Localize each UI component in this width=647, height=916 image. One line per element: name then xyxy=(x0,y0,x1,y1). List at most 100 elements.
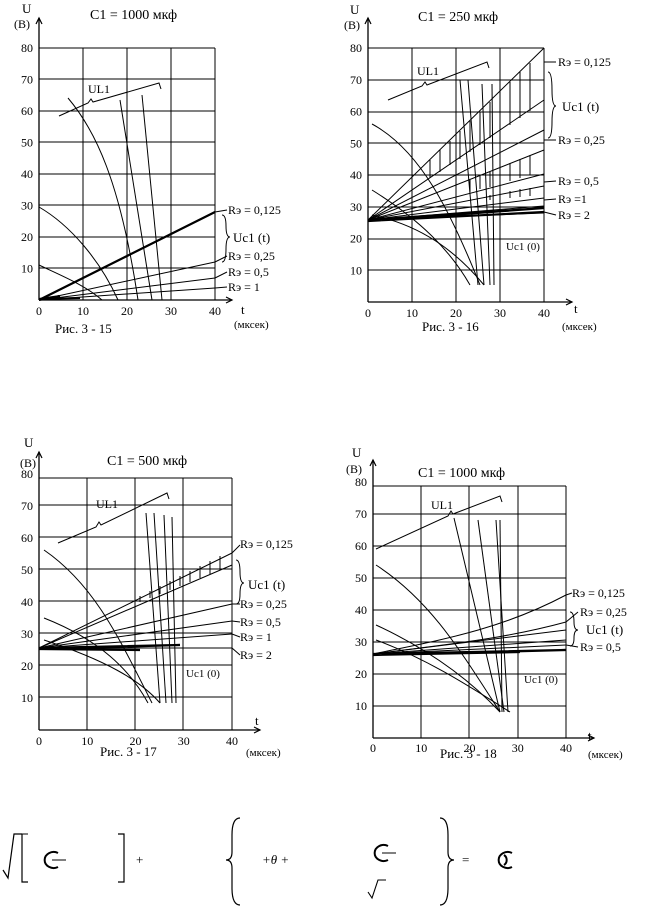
fig3-caption: Рис. 3 - 17 xyxy=(100,744,157,759)
fig3-xtick-label: 10 xyxy=(81,734,93,748)
fig4-ytick-label: 40 xyxy=(355,603,367,617)
fig2-re-label-0: Rэ = 0,125 xyxy=(558,55,611,69)
fig1-ytick-label: 30 xyxy=(21,199,33,213)
fig4-ytick-label: 10 xyxy=(355,699,367,713)
fig4-ytick-label: 50 xyxy=(355,571,367,585)
fig1-ytick-label: 50 xyxy=(21,136,33,150)
fig1-xlabel: t xyxy=(241,302,245,317)
fig3-xtick-label: 20 xyxy=(130,734,142,748)
fig2-ul-label: UL1 xyxy=(417,64,439,78)
fig4-curve-label: Uc1 (t) xyxy=(586,622,623,637)
fig4-yunit: (В) xyxy=(346,462,362,476)
fig3-ytick-label: 40 xyxy=(21,595,33,609)
fig4-title: C1 = 1000 мкф xyxy=(418,466,505,481)
fig1-curve-label: Uc1 (t) xyxy=(233,230,270,245)
fig2-yunit: (В) xyxy=(344,18,360,32)
fig4-xlabel: t xyxy=(588,728,592,743)
fig1-ytick-label: 70 xyxy=(21,73,33,87)
fig2-xtick-label: 20 xyxy=(450,306,462,320)
fig3-curve-label: Uc1 (t) xyxy=(248,577,285,592)
fig1-xtick-label: 20 xyxy=(121,304,133,318)
fig4-ul-label: UL1 xyxy=(431,498,453,512)
fig4-ylabel: U xyxy=(352,445,362,460)
fig1-re-label-2: Rэ = 0,5 xyxy=(228,265,269,279)
fig3-ytick-label: 10 xyxy=(21,691,33,705)
fig2-ytick-label: 50 xyxy=(350,136,362,150)
fig3-ylabel: U xyxy=(24,435,34,450)
fig1-xunit: (мксек) xyxy=(234,319,269,331)
fig1-ytick-label: 10 xyxy=(21,262,33,276)
fig1-ul-label: UL1 xyxy=(88,82,110,96)
fig4-xtick-label: 30 xyxy=(512,741,524,755)
fig2-re-label-2: Rэ = 0,5 xyxy=(558,174,599,188)
fig1-ytick-label: 20 xyxy=(21,230,33,244)
fig2-re-label-3: Rэ =1 xyxy=(558,192,587,206)
fig3-ytick-label: 60 xyxy=(21,531,33,545)
fig2-ylabel: U xyxy=(350,2,360,17)
figure-3-18 xyxy=(369,458,596,742)
fig3-uc0-label: Uc1 (0) xyxy=(186,668,220,680)
formula-theta-term: +θ + xyxy=(262,852,289,867)
fig2-xtick-label: 30 xyxy=(494,306,506,320)
fig2-xlabel: t xyxy=(574,301,578,316)
fig3-ytick-label: 20 xyxy=(21,659,33,673)
fig2-xtick-label: 40 xyxy=(538,306,550,320)
fig4-ytick-label: 20 xyxy=(355,667,367,681)
fig4-ytick-label: 70 xyxy=(355,507,367,521)
fig3-yunit: (В) xyxy=(20,456,36,470)
fig2-re-label-4: Rэ = 2 xyxy=(558,208,590,222)
fig3-re-label-1: Rэ = 0,25 xyxy=(240,597,287,611)
fig2-ytick-label: 20 xyxy=(350,232,362,246)
fig3-xtick-label: 40 xyxy=(226,734,238,748)
fig4-re-label-1: Rэ = 0,25 xyxy=(580,605,627,619)
fig2-ytick-label: 60 xyxy=(350,105,362,119)
fig3-re-label-0: Rэ = 0,125 xyxy=(240,537,293,551)
fig4-re-label-0: Rэ = 0,125 xyxy=(572,586,625,600)
fig2-ytick-label: 10 xyxy=(350,263,362,277)
fig1-xtick-label: 40 xyxy=(209,304,221,318)
fig1-re-label-0: Rэ = 0,125 xyxy=(228,203,281,217)
fig2-xunit: (мксек) xyxy=(562,321,597,333)
fig3-ul-label: UL1 xyxy=(96,497,118,511)
fig2-caption: Рис. 3 - 16 xyxy=(422,319,479,334)
fig2-re-label-1: Rэ = 0,25 xyxy=(558,133,605,147)
fig3-xtick-label: 30 xyxy=(178,734,190,748)
fig4-ytick-label: 80 xyxy=(355,475,367,489)
fig2-xtick-label: 10 xyxy=(406,306,418,320)
fig4-xtick-label: 0 xyxy=(370,741,376,755)
fig4-xunit: (мксек) xyxy=(588,749,623,761)
fig2-ytick-label: 30 xyxy=(350,200,362,214)
formula-plus: + xyxy=(136,852,143,867)
fig4-uc0-label: Uc1 (0) xyxy=(524,674,558,686)
fig4-xtick-label: 20 xyxy=(464,741,476,755)
fig4-xtick-label: 40 xyxy=(560,741,572,755)
fig2-ytick-label: 80 xyxy=(350,41,362,55)
fig4-ytick-label: 60 xyxy=(355,539,367,553)
formula-equals: = xyxy=(462,852,469,867)
formula xyxy=(2,817,513,906)
text-layer: U (В) C1 = 1000 мкф UL1 Uc1 (t) Rэ = 0,1… xyxy=(14,1,627,867)
fig3-xunit: (мксек) xyxy=(246,747,281,759)
fig3-ytick-label: 70 xyxy=(21,499,33,513)
fig1-xtick-label: 10 xyxy=(77,304,89,318)
fig1-ylabel: U xyxy=(22,1,32,16)
fig3-ytick-label: 30 xyxy=(21,627,33,641)
figure-3-15 xyxy=(35,16,234,304)
fig1-title: C1 = 1000 мкф xyxy=(90,8,177,23)
fig3-xlabel: t xyxy=(255,713,259,728)
fig2-curve-label: Uc1 (t) xyxy=(562,99,599,114)
fig4-caption: Рис. 3 - 18 xyxy=(440,746,497,761)
fig2-xtick-label: 0 xyxy=(365,306,371,320)
fig1-caption: Рис. 3 - 15 xyxy=(55,321,112,336)
fig1-ytick-label: 40 xyxy=(21,167,33,181)
fig4-xtick-label: 10 xyxy=(415,741,427,755)
fig3-re-label-4: Rэ = 2 xyxy=(240,648,272,662)
fig1-xtick-label: 30 xyxy=(165,304,177,318)
fig3-re-label-2: Rэ = 0,5 xyxy=(240,615,281,629)
tick-labels: 0 10 20 30 40 10 20 30 40 50 60 70 80 0 10 20 30 40 10 20 30… xyxy=(21,41,572,755)
fig3-re-label-3: Rэ = 1 xyxy=(240,630,272,644)
fig2-uc0-label: Uc1 (0) xyxy=(506,241,540,253)
fig2-ytick-label: 70 xyxy=(350,73,362,87)
